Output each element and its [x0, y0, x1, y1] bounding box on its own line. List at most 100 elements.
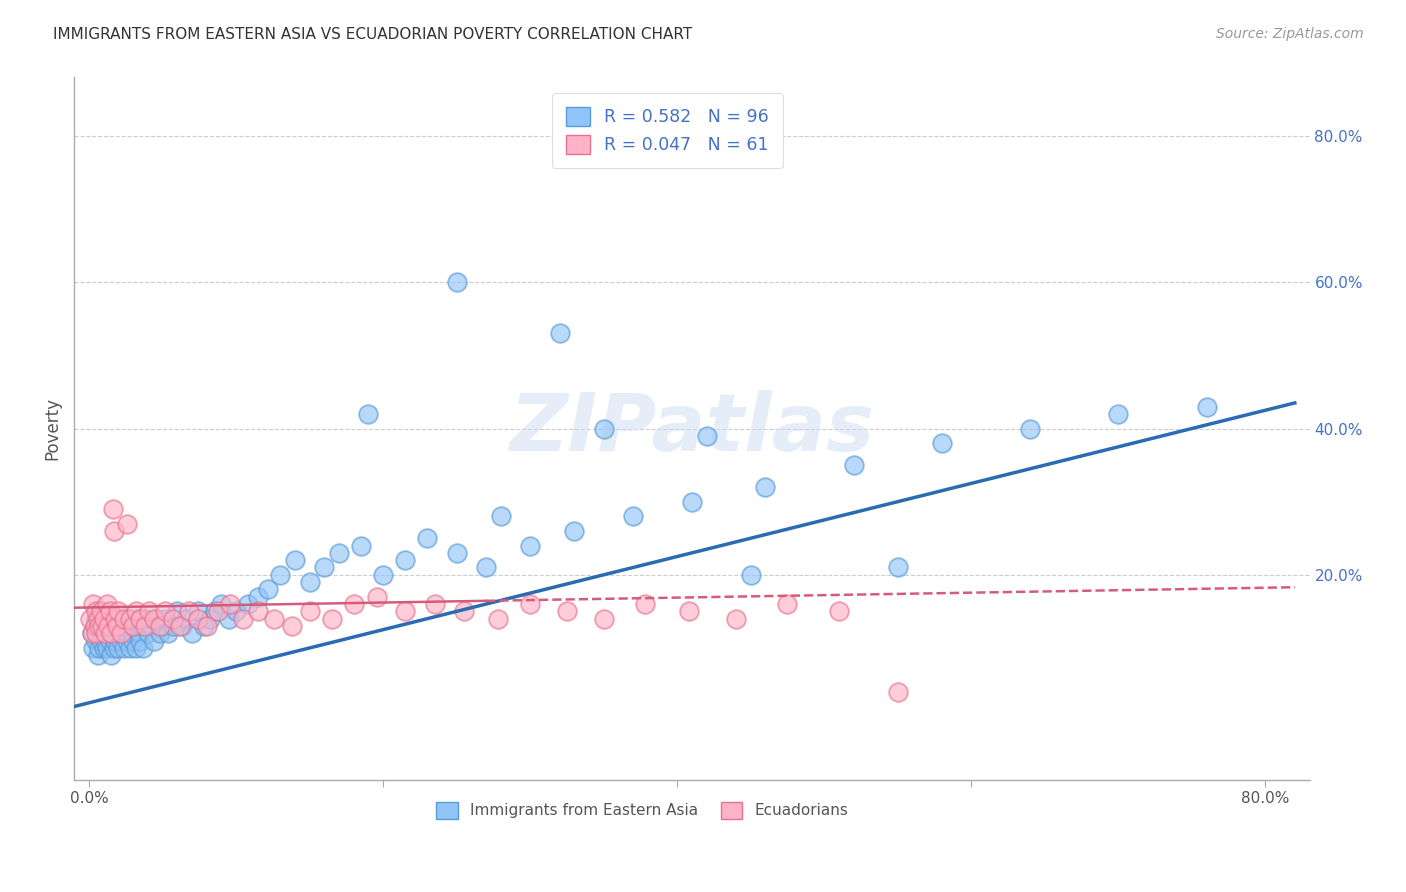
- Point: [103, 640, 125, 655]
- Point: [162, 612, 184, 626]
- Point: [139, 619, 162, 633]
- Point: [134, 619, 156, 633]
- Point: [219, 597, 242, 611]
- Point: [87, 648, 110, 663]
- Point: [842, 458, 865, 472]
- Text: IMMIGRANTS FROM EASTERN ASIA VS ECUADORIAN POVERTY CORRELATION CHART: IMMIGRANTS FROM EASTERN ASIA VS ECUADORI…: [53, 27, 693, 42]
- Point: [198, 612, 221, 626]
- Point: [887, 560, 910, 574]
- Point: [519, 597, 541, 611]
- Point: [269, 567, 291, 582]
- Point: [724, 612, 747, 626]
- Point: [298, 575, 321, 590]
- Point: [129, 612, 152, 626]
- Point: [83, 619, 105, 633]
- Point: [98, 604, 121, 618]
- Point: [89, 640, 111, 655]
- Point: [931, 436, 953, 450]
- Point: [321, 612, 343, 626]
- Point: [236, 597, 259, 611]
- Point: [446, 275, 468, 289]
- Point: [128, 626, 150, 640]
- Point: [91, 619, 114, 633]
- Point: [90, 619, 112, 633]
- Point: [887, 685, 910, 699]
- Point: [120, 640, 142, 655]
- Point: [187, 604, 209, 618]
- Point: [86, 626, 108, 640]
- Point: [204, 604, 226, 618]
- Point: [86, 604, 108, 618]
- Point: [232, 612, 254, 626]
- Point: [489, 509, 512, 524]
- Point: [112, 612, 135, 626]
- Point: [110, 626, 132, 640]
- Point: [122, 633, 145, 648]
- Point: [142, 633, 165, 648]
- Point: [107, 640, 129, 655]
- Point: [284, 553, 307, 567]
- Text: Source: ZipAtlas.com: Source: ZipAtlas.com: [1216, 27, 1364, 41]
- Point: [117, 633, 139, 648]
- Point: [225, 604, 247, 618]
- Point: [193, 619, 215, 633]
- Point: [371, 567, 394, 582]
- Point: [104, 612, 127, 626]
- Point: [218, 612, 240, 626]
- Point: [634, 597, 657, 611]
- Point: [127, 612, 149, 626]
- Point: [108, 612, 131, 626]
- Point: [423, 597, 446, 611]
- Point: [134, 612, 156, 626]
- Point: [82, 597, 104, 611]
- Point: [104, 626, 127, 640]
- Point: [89, 604, 111, 618]
- Point: [136, 626, 159, 640]
- Y-axis label: Poverty: Poverty: [44, 397, 60, 460]
- Point: [257, 582, 280, 597]
- Point: [110, 633, 132, 648]
- Point: [86, 612, 108, 626]
- Point: [350, 539, 373, 553]
- Point: [105, 619, 128, 633]
- Point: [357, 407, 380, 421]
- Point: [486, 612, 509, 626]
- Point: [149, 619, 172, 633]
- Point: [555, 604, 578, 618]
- Point: [101, 612, 124, 626]
- Point: [96, 619, 118, 633]
- Point: [97, 619, 120, 633]
- Point: [138, 604, 160, 618]
- Point: [98, 633, 121, 648]
- Point: [1107, 407, 1129, 421]
- Point: [145, 612, 167, 626]
- Point: [86, 633, 108, 648]
- Point: [446, 546, 468, 560]
- Point: [152, 619, 174, 633]
- Legend: Immigrants from Eastern Asia, Ecuadorians: Immigrants from Eastern Asia, Ecuadorian…: [430, 796, 855, 824]
- Point: [247, 590, 270, 604]
- Point: [111, 626, 134, 640]
- Point: [89, 619, 111, 633]
- Point: [157, 626, 180, 640]
- Point: [740, 567, 762, 582]
- Point: [776, 597, 799, 611]
- Point: [142, 612, 165, 626]
- Point: [328, 546, 350, 560]
- Point: [125, 604, 148, 618]
- Point: [90, 633, 112, 648]
- Point: [121, 626, 143, 640]
- Point: [343, 597, 366, 611]
- Point: [100, 619, 122, 633]
- Point: [548, 326, 571, 341]
- Point: [155, 604, 177, 618]
- Point: [195, 619, 218, 633]
- Point: [1019, 421, 1042, 435]
- Point: [96, 597, 118, 611]
- Text: ZIPatlas: ZIPatlas: [509, 390, 875, 467]
- Point: [1195, 400, 1218, 414]
- Point: [696, 429, 718, 443]
- Point: [114, 619, 136, 633]
- Point: [82, 640, 104, 655]
- Point: [621, 509, 644, 524]
